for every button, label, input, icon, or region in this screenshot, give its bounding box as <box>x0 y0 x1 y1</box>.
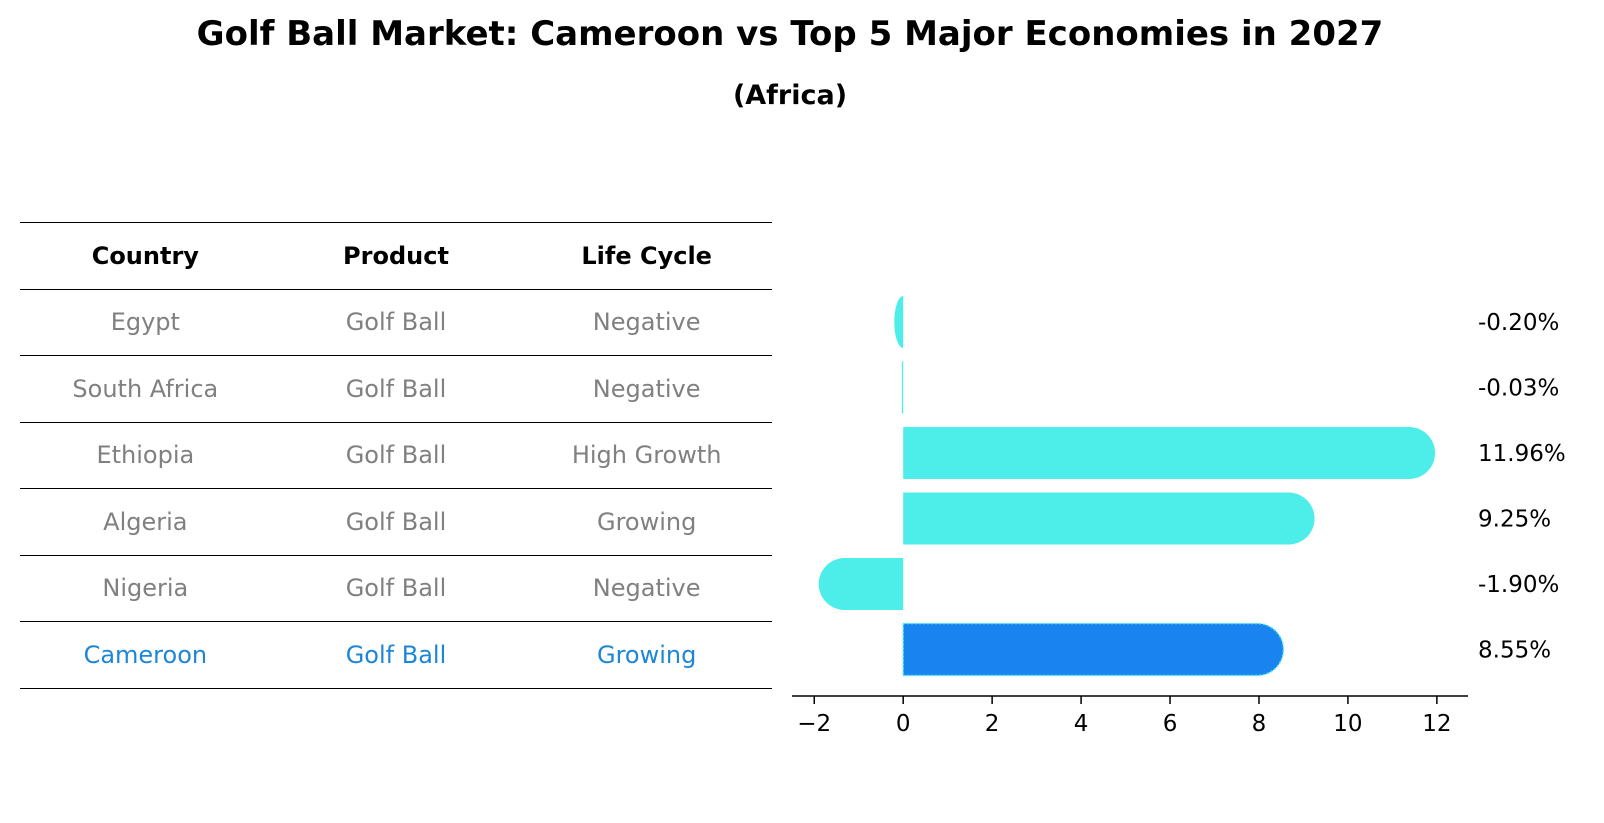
header-life-cycle: Life Cycle <box>521 222 772 289</box>
value-label: -1.90% <box>1478 572 1559 598</box>
table-row: Nigeria Golf Ball Negative <box>20 554 772 622</box>
chart-subtitle: (Africa) <box>732 80 848 111</box>
chart-title: Golf Ball Market: Cameroon vs Top 5 Majo… <box>196 14 1384 54</box>
table-header-row: Country Product Life Cycle <box>20 222 772 289</box>
header-product: Product <box>270 222 522 289</box>
bar-ethiopia <box>903 427 1436 479</box>
cell-product: Golf Ball <box>270 621 522 689</box>
value-label: 8.55% <box>1478 638 1551 664</box>
bar-south-africa <box>901 361 904 414</box>
x-tick-label: 2 <box>985 711 1000 737</box>
x-tick-label: 4 <box>1074 711 1089 737</box>
cell-country: Nigeria <box>20 554 271 622</box>
value-label: -0.20% <box>1478 310 1559 336</box>
cell-life-cycle: Negative <box>521 288 772 356</box>
cell-life-cycle: Growing <box>521 488 772 555</box>
x-tick-label: 6 <box>1163 711 1178 737</box>
bar-egypt <box>894 296 904 348</box>
x-tick-label: 10 <box>1333 711 1362 737</box>
cell-product: Golf Ball <box>270 421 522 489</box>
cell-life-cycle: High Growth <box>521 421 772 489</box>
cell-country: Cameroon <box>20 621 271 689</box>
bar-algeria <box>903 492 1315 545</box>
value-label: 9.25% <box>1478 507 1551 533</box>
cell-life-cycle: Growing <box>521 621 772 689</box>
value-label: -0.03% <box>1478 376 1559 402</box>
bar-cameroon <box>902 622 1285 677</box>
cell-product: Golf Ball <box>270 488 522 555</box>
header-country: Country <box>20 222 271 289</box>
x-tick-label: 12 <box>1422 711 1451 737</box>
table-row-highlighted: Cameroon Golf Ball Growing <box>20 621 772 689</box>
x-tick-label: 0 <box>896 711 911 737</box>
cell-country: South Africa <box>20 355 271 422</box>
cell-country: Egypt <box>20 288 271 356</box>
cell-product: Golf Ball <box>270 288 522 356</box>
cell-product: Golf Ball <box>270 355 522 422</box>
table-row: Algeria Golf Ball Growing <box>20 488 772 555</box>
table-row: South Africa Golf Ball Negative <box>20 355 772 422</box>
cell-product: Golf Ball <box>270 554 522 622</box>
lifecycle-table: Country Product Life Cycle Egypt Golf Ba… <box>20 222 772 689</box>
bar-nigeria <box>818 558 904 610</box>
cell-country: Ethiopia <box>20 421 271 489</box>
x-tick-label: 8 <box>1252 711 1267 737</box>
x-tick-label: −2 <box>797 711 831 737</box>
cell-country: Algeria <box>20 488 271 555</box>
table-row: Egypt Golf Ball Negative <box>20 288 772 356</box>
table-row: Ethiopia Golf Ball High Growth <box>20 421 772 489</box>
cell-life-cycle: Negative <box>521 355 772 422</box>
cell-life-cycle: Negative <box>521 554 772 622</box>
value-label: 11.96% <box>1478 441 1566 467</box>
